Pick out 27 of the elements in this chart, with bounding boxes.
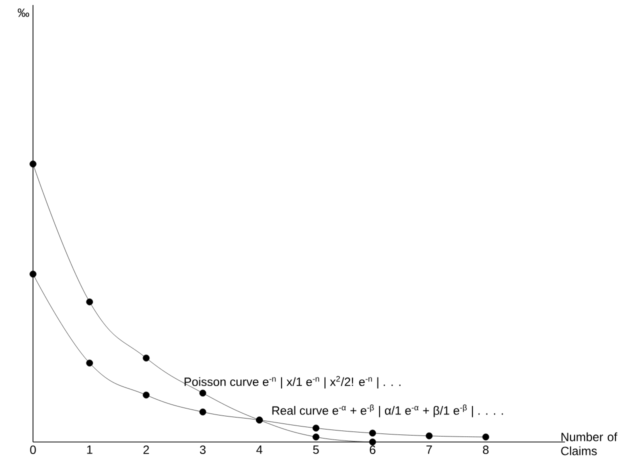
x-tick-label: 8 xyxy=(482,446,489,454)
x-tick-label: 7 xyxy=(426,446,432,454)
point xyxy=(142,354,150,362)
x-tick-label: 3 xyxy=(200,446,206,454)
x-tick-label: 4 xyxy=(256,446,262,454)
point xyxy=(312,424,320,432)
point xyxy=(369,430,376,437)
x-tick-label: 0 xyxy=(30,446,36,454)
x-tick-label: 2 xyxy=(143,446,149,454)
point xyxy=(30,160,36,168)
point xyxy=(482,434,490,440)
point xyxy=(199,390,206,396)
point xyxy=(86,298,93,306)
x-axis-title: Number of Claims xyxy=(561,432,618,456)
point xyxy=(199,408,206,416)
text: ‰ xyxy=(18,8,30,17)
x-tick-label: 1 xyxy=(87,446,92,454)
point xyxy=(369,438,376,446)
x-tick-label: 5 xyxy=(313,446,319,454)
x-tick-label: 6 xyxy=(370,446,376,454)
point xyxy=(312,434,320,440)
point xyxy=(86,360,93,366)
text: Poisson curve e$^{-n}$ | x/1 e$^{-n}$ | x$^{2}$/2! e$^{-n}$ | . . . xyxy=(184,376,400,388)
point xyxy=(30,270,36,278)
point xyxy=(142,392,150,398)
text: Real curve e$^{-α}$ + e$^{-β}$ | α/1 e$^{-α}$ + β/1 e$^{-β}$ | . . . . xyxy=(272,404,503,418)
point xyxy=(426,432,433,440)
